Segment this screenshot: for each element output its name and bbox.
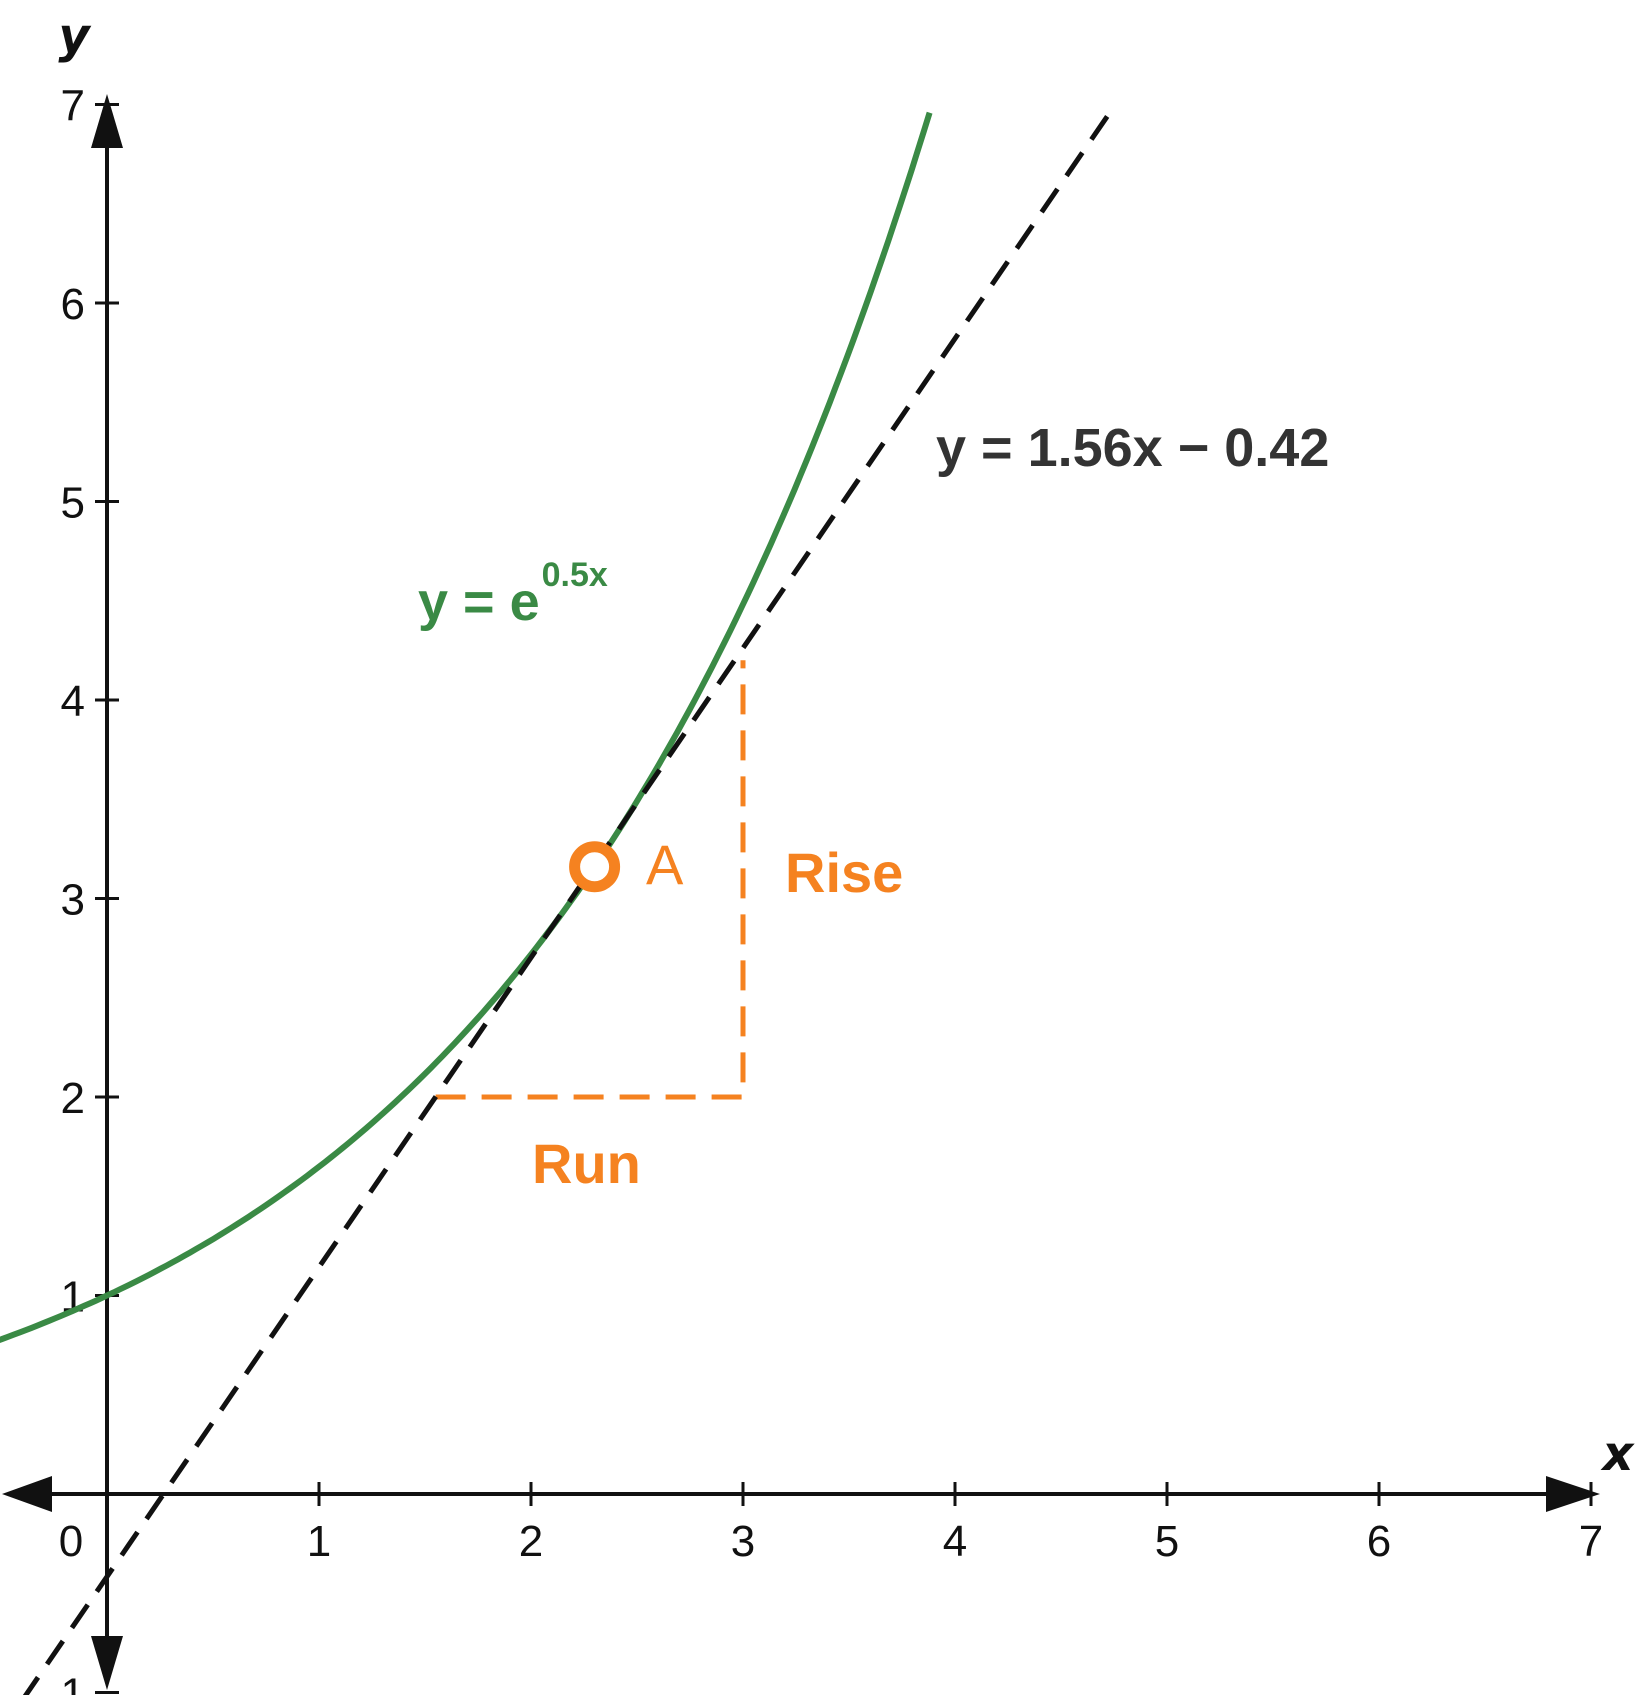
y-tick-label-5: 5 <box>61 479 85 528</box>
exp-curve <box>0 111 933 1343</box>
y-tick-label-4: 4 <box>61 677 85 726</box>
axes <box>2 94 1600 1690</box>
curve-equation: y = e0.5x <box>418 556 608 632</box>
x-axis-label: x <box>1601 1426 1636 1482</box>
y-tick-label-6: 6 <box>61 280 85 329</box>
curve-equation-base: y = e <box>418 572 540 632</box>
rise-label: Rise <box>785 841 903 904</box>
y-tick-label-2: 2 <box>61 1074 85 1123</box>
y-tick-label--1: -1 <box>46 1670 85 1695</box>
x-tick-label-4: 4 <box>943 1517 967 1566</box>
curve-equation-exponent: 0.5x <box>542 556 608 594</box>
x-tick-label-5: 5 <box>1155 1517 1179 1566</box>
y-axis-label: y <box>58 8 91 64</box>
y-axis-arrow-down <box>91 1636 123 1690</box>
x-axis-arrow-right <box>1546 1476 1600 1512</box>
run-label: Run <box>532 1132 641 1195</box>
point-a-label: A <box>646 833 684 896</box>
x-tick-label-7: 7 <box>1579 1517 1603 1566</box>
rise-run-triangle <box>435 660 746 1100</box>
x-ticks: 0 1 2 3 4 5 6 7 <box>59 1482 1603 1566</box>
x-tick-label-1: 1 <box>307 1517 331 1566</box>
x-tick-label-0: 0 <box>59 1517 83 1566</box>
x-tick-label-6: 6 <box>1367 1517 1391 1566</box>
y-tick-label-7: 7 <box>61 82 85 131</box>
y-tick-label-3: 3 <box>61 876 85 925</box>
x-tick-label-2: 2 <box>519 1517 543 1566</box>
x-axis-arrow-left <box>2 1476 52 1512</box>
y-axis-arrow-up <box>91 94 123 148</box>
tangent-line <box>22 105 1117 1695</box>
x-tick-label-3: 3 <box>731 1517 755 1566</box>
point-a <box>569 841 621 893</box>
tangent-equation: y = 1.56x − 0.42 <box>936 418 1329 478</box>
